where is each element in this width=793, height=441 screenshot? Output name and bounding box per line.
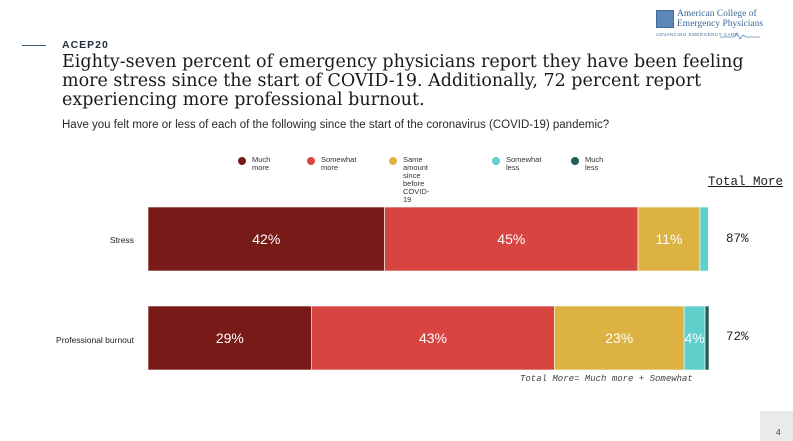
legend-dot-much-less — [571, 157, 579, 165]
total-more-burnout: 72% — [726, 330, 749, 344]
bar-professional-burnout-somewhat-more — [311, 305, 555, 371]
page-number-box — [760, 411, 793, 441]
legend-label-much-more: Much more — [252, 155, 271, 172]
bar-stress-somewhat-less — [699, 206, 709, 272]
header-rule — [22, 45, 46, 46]
pulse-icon — [720, 32, 760, 40]
total-more-header: Total More — [708, 175, 784, 189]
bar-stress-much-less — [708, 206, 710, 272]
legend-label-same: Same amount since before COVID-19 — [403, 155, 430, 204]
headline: Eighty-seven percent of emergency physic… — [62, 52, 744, 110]
chart-footnote: Total More= Much more + Somewhat — [520, 374, 693, 384]
logo-tagline: ADVANCING EMERGENCY CARE — [656, 32, 739, 37]
category-label-burnout: Professional burnout — [56, 335, 134, 345]
legend-label-somewhat-more: Somewhat more — [321, 155, 357, 172]
legend-label-somewhat-less: Somewhat less — [506, 155, 542, 172]
data-label-stress-same-amount-since-before-covid-19: 11% — [656, 231, 683, 247]
category-label-stress: Stress — [109, 235, 134, 245]
legend-label-much-less: Much less — [585, 155, 604, 172]
bar-stress-somewhat-more — [384, 206, 639, 272]
bar-stress-much-more — [147, 206, 385, 272]
data-label-professional-burnout-somewhat-more: 43% — [419, 330, 447, 346]
data-label-stress-much-more: 42% — [252, 231, 280, 247]
data-label-professional-burnout-same-amount-since-before-covid-19: 23% — [605, 330, 633, 346]
page-number: 4 — [776, 427, 781, 437]
logo-name: American College of Emergency Physicians — [677, 9, 764, 29]
bar-stress-same-amount-since-before-covid-19 — [637, 206, 701, 272]
data-label-professional-burnout-much-more: 29% — [216, 330, 244, 346]
legend-dot-same — [389, 157, 397, 165]
report-tag: ACEP20 — [62, 39, 109, 51]
legend-dot-somewhat-less — [492, 157, 500, 165]
data-label-professional-burnout-somewhat-less: 4% — [684, 330, 704, 346]
total-more-stress: 87% — [726, 232, 749, 246]
legend-dot-somewhat-more — [307, 157, 315, 165]
survey-question: Have you felt more or less of each of th… — [62, 119, 610, 131]
logo-mark — [656, 10, 674, 28]
bar-professional-burnout-much-less — [704, 305, 710, 371]
bar-professional-burnout-same-amount-since-before-covid-19 — [554, 305, 685, 371]
acep-logo: American College of Emergency Physicians… — [656, 7, 784, 41]
data-label-stress-somewhat-more: 45% — [497, 231, 525, 247]
legend-dot-much-more — [238, 157, 246, 165]
